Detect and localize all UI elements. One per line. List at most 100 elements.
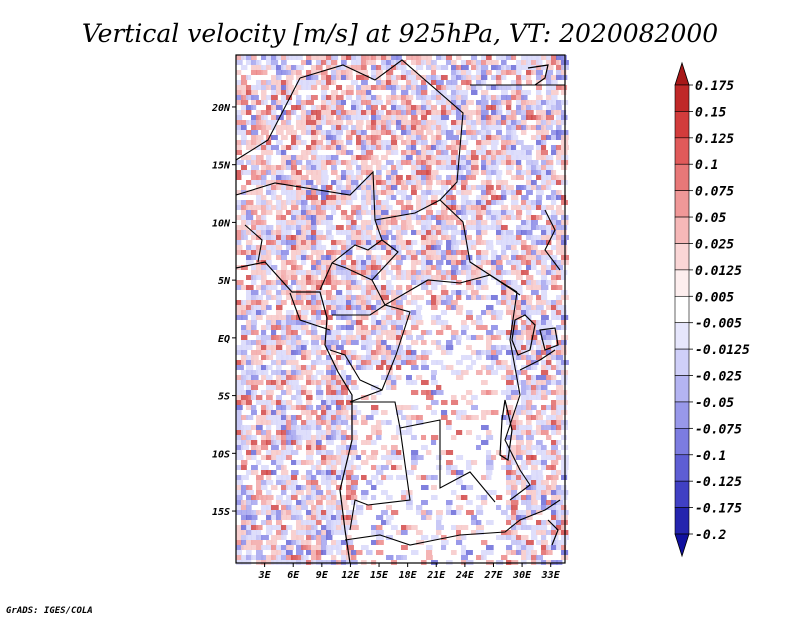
field-cell xyxy=(321,270,329,275)
field-cell xyxy=(431,75,438,80)
field-cell xyxy=(396,530,403,535)
field-cell xyxy=(436,110,443,115)
field-cell xyxy=(321,405,329,410)
field-cell xyxy=(561,485,567,490)
field-cell xyxy=(451,210,458,215)
field-cell xyxy=(446,235,452,240)
field-cell xyxy=(456,410,463,415)
field-cell xyxy=(371,245,377,250)
field-cell xyxy=(426,130,434,135)
field-cell xyxy=(511,115,517,120)
field-cell xyxy=(396,335,402,340)
field-cell xyxy=(301,405,309,410)
field-cell xyxy=(516,240,522,245)
field-cell xyxy=(551,470,558,475)
field-cell xyxy=(531,135,538,140)
field-cell xyxy=(296,120,303,125)
field-cell xyxy=(421,60,427,65)
field-cell xyxy=(236,390,243,395)
field-cell xyxy=(546,180,552,185)
field-cell xyxy=(401,525,408,530)
field-cell xyxy=(261,130,269,135)
field-cell xyxy=(436,270,442,275)
field-cell xyxy=(556,110,563,115)
field-cell xyxy=(281,505,288,510)
field-cell xyxy=(411,340,419,345)
field-cell xyxy=(561,195,567,200)
field-cell xyxy=(241,165,247,170)
field-cell xyxy=(526,60,533,65)
field-cell xyxy=(441,300,448,305)
field-cell xyxy=(291,540,299,545)
field-cell xyxy=(476,320,483,325)
field-cell xyxy=(331,380,337,385)
field-cell xyxy=(376,110,384,115)
field-cell xyxy=(241,485,249,490)
field-cell xyxy=(511,330,518,335)
x-tick-label: 6E xyxy=(287,570,300,581)
field-cell xyxy=(296,300,304,305)
field-cell xyxy=(301,255,309,260)
field-cell xyxy=(386,115,393,120)
field-cell xyxy=(426,110,433,115)
field-cell xyxy=(411,390,419,395)
field-cell xyxy=(326,95,333,100)
field-cell xyxy=(276,380,282,385)
field-cell xyxy=(436,220,443,225)
field-cell xyxy=(281,335,289,340)
field-cell xyxy=(541,310,547,315)
field-cell xyxy=(391,465,398,470)
field-cell xyxy=(431,65,437,70)
field-cell xyxy=(446,195,454,200)
field-cell xyxy=(421,350,429,355)
field-cell xyxy=(441,450,447,455)
field-cell xyxy=(271,540,278,545)
field-cell xyxy=(536,75,542,80)
field-cell xyxy=(451,135,459,140)
field-cell xyxy=(331,340,339,345)
field-cell xyxy=(391,310,399,315)
field-cell xyxy=(406,290,413,295)
field-cell xyxy=(561,230,567,235)
field-cell xyxy=(486,225,494,230)
field-cell xyxy=(351,415,357,420)
field-cell xyxy=(456,160,464,165)
field-cell xyxy=(486,470,493,475)
field-cell xyxy=(311,260,319,265)
field-cell xyxy=(236,285,242,290)
field-cell xyxy=(291,110,297,115)
field-cell xyxy=(526,400,533,405)
field-cell xyxy=(461,120,469,125)
field-cell xyxy=(266,335,274,340)
field-cell xyxy=(516,425,522,430)
field-cell xyxy=(266,65,272,70)
field-cell xyxy=(426,180,433,185)
field-cell xyxy=(426,405,432,410)
field-cell xyxy=(376,480,384,485)
field-cell xyxy=(466,175,472,180)
field-cell xyxy=(456,310,463,315)
field-cell xyxy=(346,470,354,475)
field-cell xyxy=(366,185,373,190)
field-cell xyxy=(331,90,339,95)
field-cell xyxy=(431,215,438,220)
field-cell xyxy=(471,245,477,250)
field-cell xyxy=(526,210,532,215)
field-cell xyxy=(436,65,442,70)
field-cell xyxy=(376,125,384,130)
field-cell xyxy=(331,210,337,215)
field-cell xyxy=(506,235,512,240)
field-cell xyxy=(281,410,287,415)
field-cell xyxy=(351,525,359,530)
field-cell xyxy=(281,255,288,260)
field-cell xyxy=(406,425,413,430)
field-cell xyxy=(406,95,414,100)
field-cell xyxy=(256,100,264,105)
field-cell xyxy=(531,390,539,395)
field-cell xyxy=(491,325,498,330)
field-cell xyxy=(276,105,283,110)
field-cell xyxy=(266,150,274,155)
field-cell xyxy=(491,410,499,415)
field-cell xyxy=(361,225,367,230)
field-cell xyxy=(296,195,302,200)
